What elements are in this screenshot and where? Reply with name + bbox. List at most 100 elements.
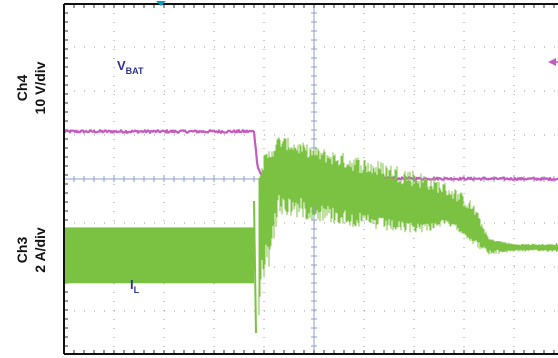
- grid-dot: [413, 112, 415, 113]
- grid-dot: [134, 46, 135, 48]
- grid-dot: [494, 46, 495, 48]
- grid-dot: [463, 166, 465, 167]
- grid-dot: [504, 266, 505, 268]
- grid-dot: [254, 46, 255, 48]
- grid-dot: [124, 222, 125, 224]
- grid-dot: [114, 46, 115, 48]
- grid-dot: [394, 46, 395, 48]
- grid-dot: [344, 266, 345, 268]
- grid-dot: [463, 274, 465, 275]
- grid-dot: [413, 328, 415, 329]
- grid-dot: [463, 49, 465, 50]
- grid-dot: [234, 46, 235, 48]
- grid-dot: [513, 319, 515, 320]
- grid-dot: [194, 310, 195, 312]
- grid-dot: [113, 67, 115, 68]
- grid-dot: [284, 90, 285, 92]
- grid-dot: [513, 67, 515, 68]
- grid-dot: [514, 266, 515, 268]
- grid-dot: [264, 46, 265, 48]
- grid-dot: [363, 13, 365, 14]
- grid-dot: [513, 130, 515, 131]
- grid-dot: [124, 46, 125, 48]
- grid-dot: [213, 328, 215, 329]
- grid-dot: [324, 266, 325, 268]
- grid-dot: [364, 222, 365, 224]
- grid-dot: [334, 90, 335, 92]
- grid-dot: [484, 134, 485, 136]
- grid-dot: [513, 292, 515, 293]
- grid-dot: [463, 148, 465, 149]
- grid-dot: [163, 49, 165, 50]
- grid-dot: [544, 90, 545, 92]
- grid-dot: [113, 31, 115, 32]
- grid-dot: [534, 222, 535, 224]
- grid-dot: [364, 134, 365, 136]
- grid-dot: [324, 134, 325, 136]
- grid-dot: [264, 310, 265, 312]
- grid-dot: [163, 139, 165, 140]
- grid-dot: [213, 49, 215, 50]
- grid-dot: [164, 134, 165, 136]
- il-annotation: IL: [130, 277, 140, 295]
- grid-dot: [163, 328, 165, 329]
- grid-dot: [494, 222, 495, 224]
- grid-dot: [513, 301, 515, 302]
- grid-dot: [294, 90, 295, 92]
- grid-dot: [213, 139, 215, 140]
- grid-dot: [214, 310, 215, 312]
- grid-dot: [263, 85, 265, 86]
- grid-dot: [263, 301, 265, 302]
- grid-dot: [104, 46, 105, 48]
- grid-dot: [213, 292, 215, 293]
- grid-dot: [444, 90, 445, 92]
- grid-dot: [114, 310, 115, 312]
- grid-dot: [213, 40, 215, 41]
- grid-dot: [363, 157, 365, 158]
- grid-dot: [224, 134, 225, 136]
- grid-dot: [484, 222, 485, 224]
- grid-dot: [294, 266, 295, 268]
- grid-dot: [494, 134, 495, 136]
- grid-dot: [163, 175, 165, 176]
- grid-dot: [324, 90, 325, 92]
- grid-dot: [213, 166, 215, 167]
- grid-dot: [454, 90, 455, 92]
- grid-dot: [294, 222, 295, 224]
- grid-dot: [344, 90, 345, 92]
- grid-dot: [94, 134, 95, 136]
- grid-dot: [174, 90, 175, 92]
- grid-dot: [163, 319, 165, 320]
- grid-dot: [364, 90, 365, 92]
- grid-dot: [213, 283, 215, 284]
- grid-dot: [513, 175, 515, 176]
- grid-dot: [463, 283, 465, 284]
- grid-dot: [213, 112, 215, 113]
- grid-dot: [513, 121, 515, 122]
- grid-dot: [513, 346, 515, 347]
- grid-dot: [494, 90, 495, 92]
- grid-dot: [284, 134, 285, 136]
- grid-dot: [184, 222, 185, 224]
- grid-dot: [514, 46, 515, 48]
- grid-dot: [424, 310, 425, 312]
- grid-dot: [513, 202, 515, 203]
- grid-dot: [463, 184, 465, 185]
- grid-dot: [174, 222, 175, 224]
- grid-dot: [74, 310, 75, 312]
- grid-dot: [324, 222, 325, 224]
- grid-dot: [163, 193, 165, 194]
- grid-dot: [363, 58, 365, 59]
- grid-dot: [513, 103, 515, 104]
- grid-dot: [513, 58, 515, 59]
- grid-dot: [384, 90, 385, 92]
- grid-dot: [413, 40, 415, 41]
- grid-dot: [413, 49, 415, 50]
- grid-dot: [363, 346, 365, 347]
- grid-dot: [413, 13, 415, 14]
- grid-dot: [413, 256, 415, 257]
- grid-dot: [263, 148, 265, 149]
- grid-dot: [213, 148, 215, 149]
- grid-dot: [344, 222, 345, 224]
- grid-dot: [524, 310, 525, 312]
